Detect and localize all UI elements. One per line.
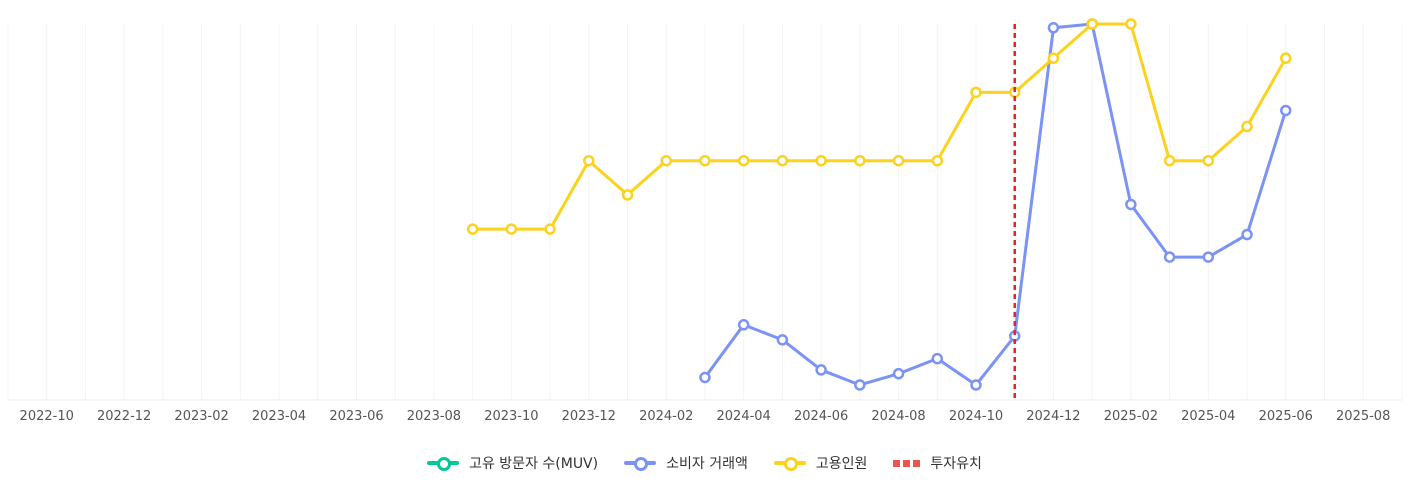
data-point [815,154,827,167]
x-tick-label: 2022-12 [97,409,151,424]
x-tick-label: 2023-02 [174,409,228,424]
x-tick-label: 2025-08 [1336,409,1390,424]
data-point [815,364,827,376]
data-point [1086,18,1098,30]
x-tick-label: 2025-02 [1104,409,1158,424]
legend-label: 고용인원 [815,456,868,472]
x-tick-label: 2024-12 [1026,409,1080,424]
x-tick-label: 2022-10 [20,409,74,424]
data-point [1202,251,1215,263]
x-tick-label: 2023-10 [484,409,538,424]
data-point [1241,228,1253,241]
data-point [660,154,672,167]
data-point [1241,120,1253,133]
data-point [970,86,982,99]
x-tick-label: 2024-10 [949,409,1003,424]
data-point [1047,22,1060,34]
data-point [621,189,634,201]
data-point [737,319,750,331]
data-point [1202,154,1215,167]
legend-label: 고유 방문자 수(MUV) [469,456,599,472]
data-point [931,154,944,167]
data-point [466,223,479,235]
x-tick-label: 2024-08 [871,409,925,424]
x-tick-label: 2023-06 [329,409,383,424]
legend-label: 투자유치 [930,456,982,472]
x-tick-label: 2023-04 [252,409,306,424]
data-point [1280,52,1292,64]
x-tick-label: 2025-04 [1181,409,1235,424]
legend-item-transaction[interactable]: 소비자 거래액 [624,453,748,473]
data-point [931,352,944,365]
data-point [776,334,789,346]
x-tick-label: 2024-02 [639,409,693,424]
data-point [892,367,905,380]
x-tick-label: 2024-04 [717,409,771,424]
data-point [1125,18,1137,30]
data-point [505,223,518,235]
legend-item-muv[interactable]: 고유 방문자 수(MUV) [427,453,598,473]
series-line [472,22,1288,231]
data-point [1163,154,1176,167]
x-tick-label: 2024-06 [794,409,848,424]
x-tick-label: 2023-08 [407,409,461,424]
x-tick-label: 2025-06 [1259,409,1313,424]
legend-label: 소비자 거래액 [666,456,748,472]
data-point [1047,52,1060,64]
data-point [892,154,905,167]
legend: 고유 방문자 수(MUV) 소비자 거래액 고용인원 투자유치 [0,453,1409,473]
data-point [1125,198,1137,211]
data-point [699,371,711,384]
data-point [544,223,556,235]
data-point [737,154,750,167]
data-point [583,154,595,167]
legend-item-employees[interactable]: 고용인원 [773,453,868,473]
legend-item-investment[interactable]: 투자유치 [893,453,982,473]
series-line [703,22,1288,387]
x-tick-label: 2023-12 [562,409,616,424]
data-point [854,154,866,167]
data-point [776,154,789,167]
data-point [970,379,982,391]
data-point [699,154,711,167]
data-point [1280,104,1292,117]
data-point [854,379,866,391]
data-point [1163,251,1176,263]
